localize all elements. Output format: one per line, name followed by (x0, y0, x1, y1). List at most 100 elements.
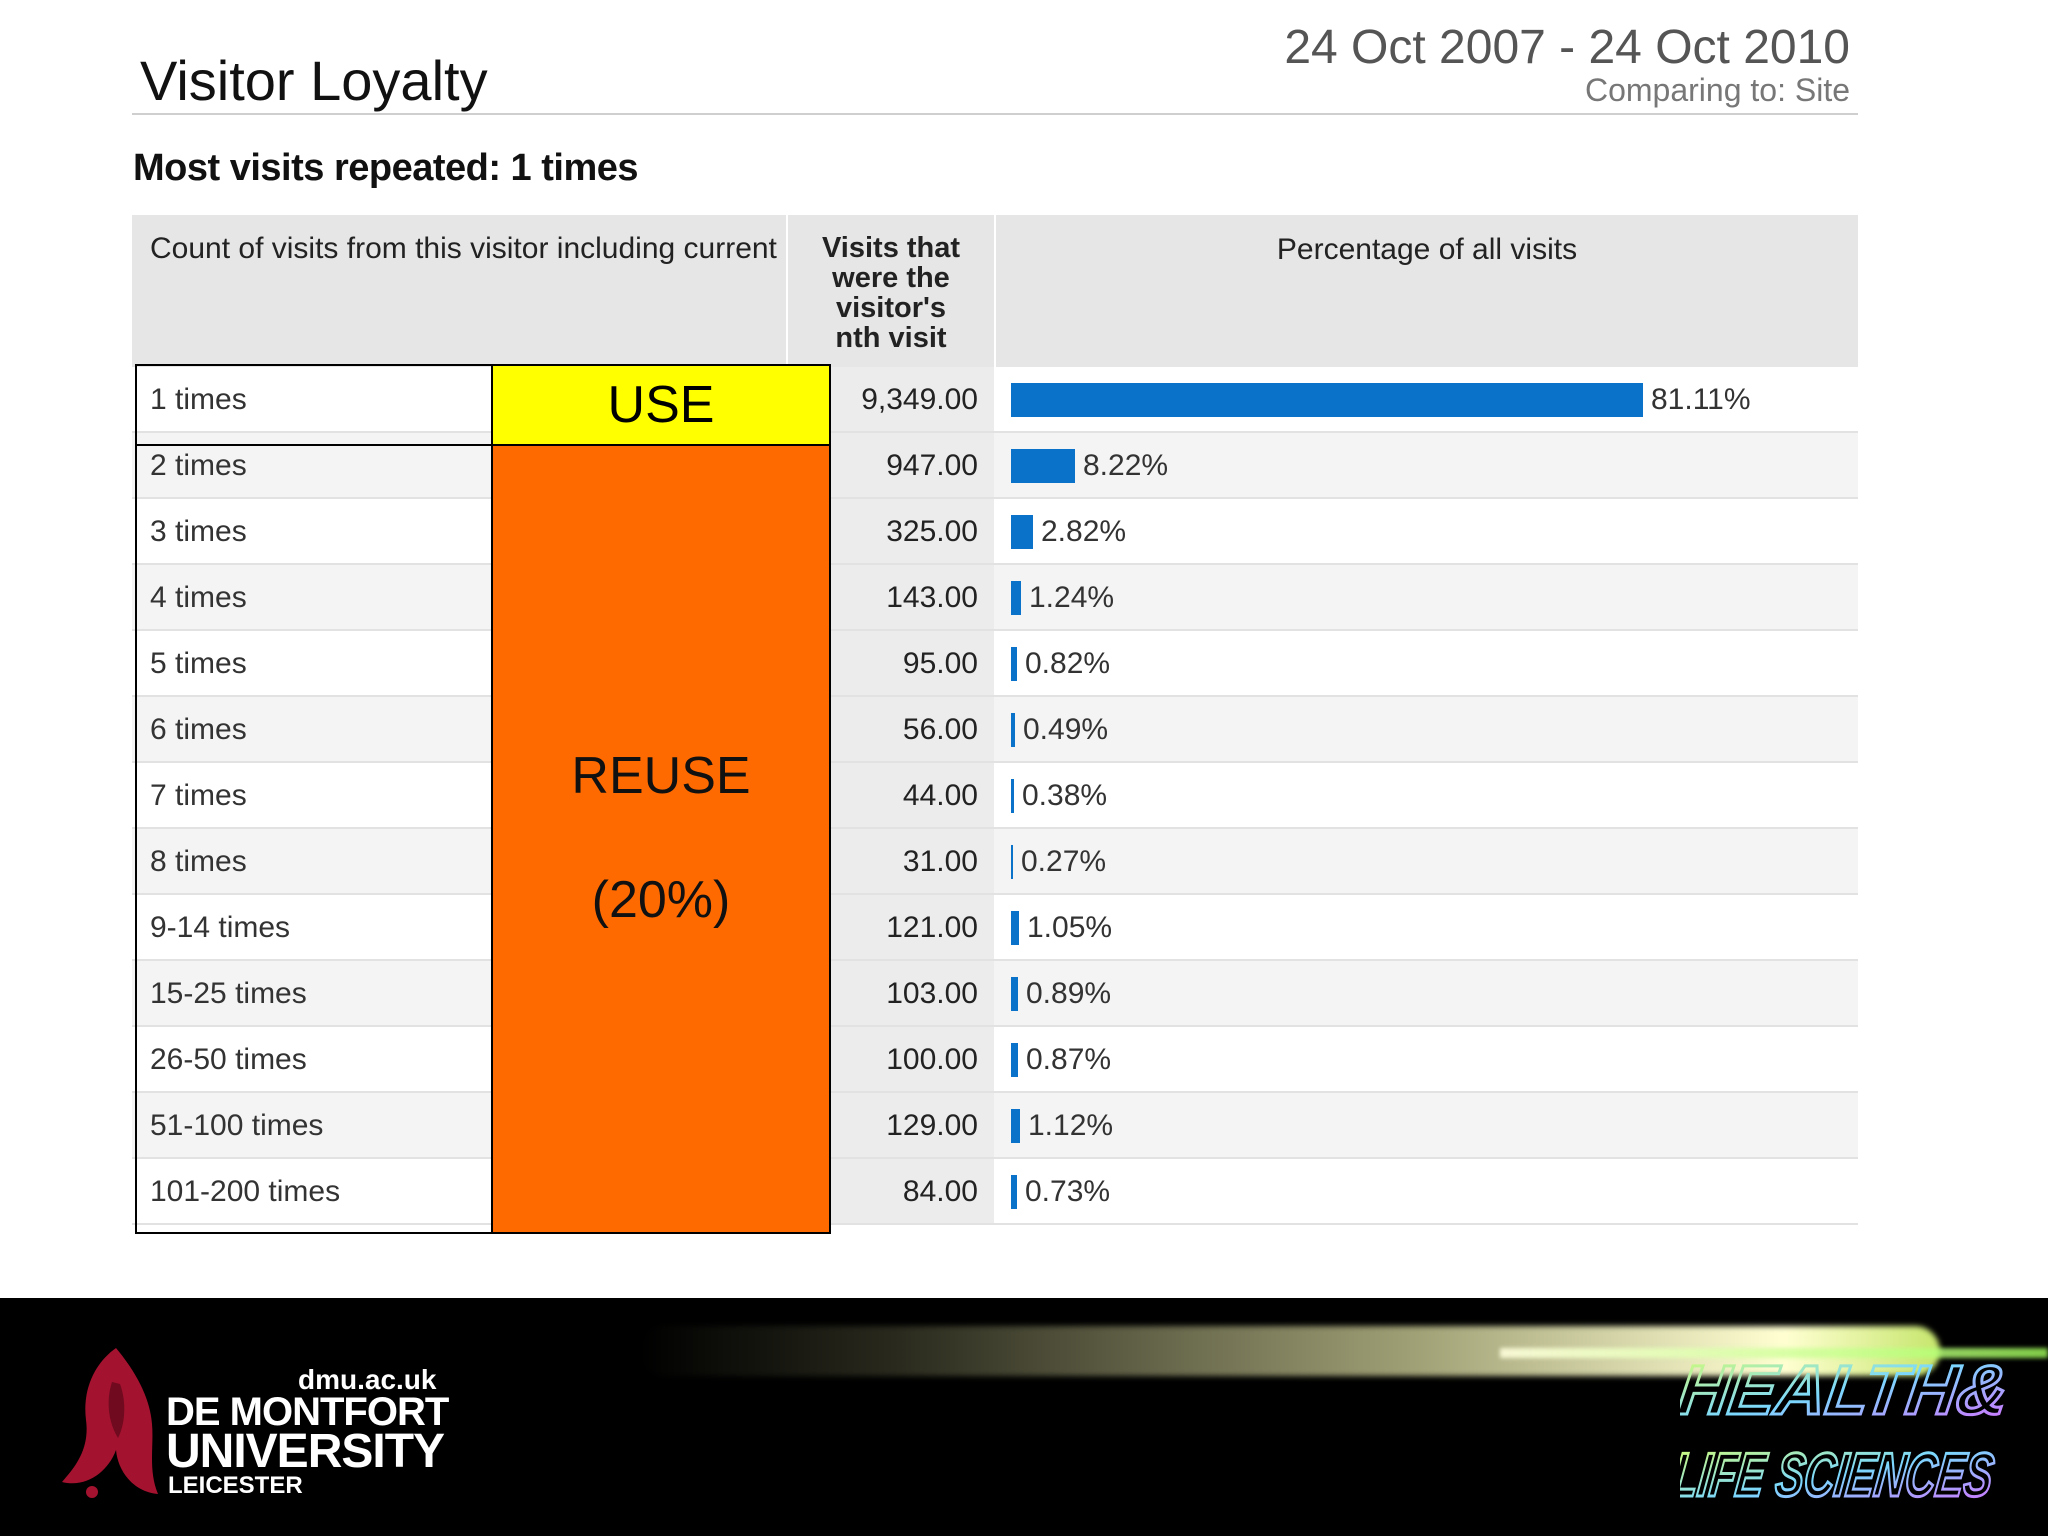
percentage-cell: 0.73% (996, 1159, 1858, 1225)
row-background (132, 1159, 1858, 1225)
visits-value: 947.00 (886, 449, 978, 482)
dmu-name-line2: UNIVERSITY (166, 1425, 445, 1478)
percentage-bar (1011, 977, 1018, 1011)
percentage-value: 81.11% (1651, 383, 1751, 416)
visits-value: 56.00 (902, 713, 978, 746)
percentage-bar (1011, 779, 1014, 813)
count-column-outline (135, 364, 493, 1234)
percentage-value: 0.38% (1022, 779, 1108, 812)
percentage-value: 0.27% (1021, 845, 1107, 878)
title-divider (132, 113, 1858, 115)
dmu-city: LEICESTER (168, 1472, 303, 1499)
row-background (132, 1093, 1858, 1159)
health-life-sciences-logo: HEALTH& LIFE SCIENCES (1680, 1349, 2015, 1512)
use-label: USE (607, 376, 715, 434)
svg-text:LIFE SCIENCES: LIFE SCIENCES (1680, 1441, 1998, 1510)
percentage-cell: 0.38% (996, 763, 1858, 829)
table-row[interactable]: 3 times 325.00 2.82% (132, 499, 1858, 565)
row-background (132, 829, 1858, 895)
table-row[interactable]: 1 times 9,349.00 81.11% (132, 367, 1858, 433)
row-background (132, 763, 1858, 829)
count-cell: 8 times (150, 845, 247, 878)
footer-banner: dmu.ac.uk DE MONTFORT UNIVERSITY LEICEST… (0, 1298, 2048, 1536)
count-cell: 51-100 times (150, 1109, 324, 1142)
table-row[interactable]: 6 times 56.00 0.49% (132, 697, 1858, 763)
row-background (132, 631, 1858, 697)
percentage-cell: 1.05% (996, 895, 1858, 961)
reuse-highlight: REUSE (20%) (491, 444, 831, 1234)
count-cell: 101-200 times (150, 1175, 341, 1208)
percentage-value: 0.87% (1026, 1043, 1112, 1076)
row-background (132, 1027, 1858, 1093)
percentage-bar (1011, 1175, 1017, 1209)
first-row-divider (135, 444, 493, 446)
percentage-value: 1.12% (1028, 1109, 1114, 1142)
visits-cell: 100.00 (788, 1027, 994, 1093)
visits-value: 129.00 (886, 1109, 978, 1142)
visits-value: 100.00 (886, 1043, 978, 1076)
loyalty-table: Count of visits from this visitor includ… (132, 215, 1858, 1233)
dmu-crest-icon (62, 1348, 158, 1498)
reuse-percentage: (20%) (591, 871, 731, 929)
dmu-name-line1: DE MONTFORT (166, 1390, 449, 1434)
percentage-value: 1.05% (1027, 911, 1113, 944)
column-header-visits-label: Visits that were the visitor's nth visit (821, 232, 961, 354)
percentage-bar (1011, 515, 1033, 549)
visits-value: 31.00 (902, 845, 978, 878)
visits-value: 95.00 (902, 647, 978, 680)
count-cell: 5 times (150, 647, 247, 680)
table-row[interactable]: 4 times 143.00 1.24% (132, 565, 1858, 631)
table-row[interactable]: 26-50 times 100.00 0.87% (132, 1027, 1858, 1093)
row-background (132, 697, 1858, 763)
percentage-cell: 0.27% (996, 829, 1858, 895)
percentage-value: 8.22% (1083, 449, 1169, 482)
dmu-url: dmu.ac.uk (298, 1364, 437, 1395)
row-background (132, 961, 1858, 1027)
visits-value: 9,349.00 (861, 383, 978, 416)
date-range[interactable]: 24 Oct 2007 - 24 Oct 2010 (1284, 21, 1850, 74)
count-cell: 3 times (150, 515, 247, 548)
percentage-value: 0.73% (1025, 1175, 1111, 1208)
page-title: Visitor Loyalty (140, 49, 488, 112)
percentage-bar (1011, 845, 1013, 879)
table-row[interactable]: 9-14 times 121.00 1.05% (132, 895, 1858, 961)
use-highlight: USE (491, 364, 831, 446)
percentage-cell: 81.11% (996, 367, 1858, 433)
percentage-cell: 2.82% (996, 499, 1858, 565)
summary-heading: Most visits repeated: 1 times (133, 147, 639, 189)
percentage-cell: 8.22% (996, 433, 1858, 499)
percentage-bar (1011, 449, 1075, 483)
column-header-count[interactable]: Count of visits from this visitor includ… (132, 215, 786, 367)
column-header-visits[interactable]: Visits that were the visitor's nth visit (788, 215, 994, 367)
percentage-value: 0.49% (1023, 713, 1109, 746)
row-background (132, 499, 1858, 565)
count-cell: 6 times (150, 713, 247, 746)
percentage-bar (1011, 713, 1015, 747)
count-cell: 2 times (150, 449, 247, 482)
column-header-percentage[interactable]: Percentage of all visits (996, 215, 1858, 367)
count-cell: 9-14 times (150, 911, 291, 944)
visits-value: 325.00 (886, 515, 978, 548)
row-background (132, 895, 1858, 961)
table-row[interactable]: 15-25 times 103.00 0.89% (132, 961, 1858, 1027)
table-row[interactable]: 7 times 44.00 0.38% (132, 763, 1858, 829)
percentage-value: 0.89% (1026, 977, 1112, 1010)
percentage-cell: 0.89% (996, 961, 1858, 1027)
svg-text:HEALTH&: HEALTH& (1680, 1350, 2014, 1429)
percentage-bar (1011, 1109, 1020, 1143)
comparing-label: Comparing to: Site (1584, 72, 1850, 108)
percentage-cell: 1.12% (996, 1093, 1858, 1159)
light-beam-highlight (1500, 1348, 2048, 1358)
count-cell: 1 times (150, 383, 247, 416)
reuse-label: REUSE (571, 747, 751, 805)
percentage-cell: 0.87% (996, 1027, 1858, 1093)
percentage-bar (1011, 383, 1643, 417)
percentage-cell: 0.49% (996, 697, 1858, 763)
percentage-value: 2.82% (1041, 515, 1127, 548)
visits-value: 143.00 (886, 581, 978, 614)
percentage-bar (1011, 647, 1017, 681)
count-cell: 7 times (150, 779, 247, 812)
visits-value: 103.00 (886, 977, 978, 1010)
visits-value: 121.00 (886, 911, 978, 944)
count-cell: 15-25 times (150, 977, 307, 1010)
